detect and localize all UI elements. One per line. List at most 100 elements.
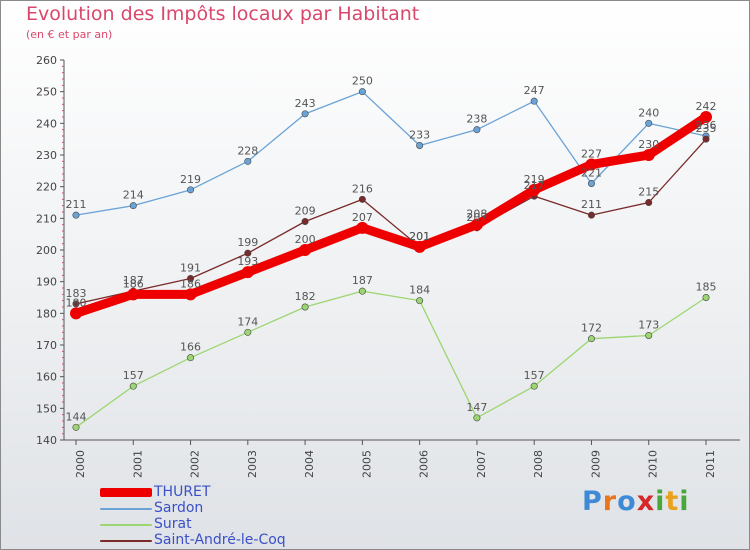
legend-label: THURET bbox=[154, 484, 211, 500]
data-label-saint-andr-le-coq: 209 bbox=[295, 205, 316, 218]
y-tick-label: 160 bbox=[36, 371, 57, 384]
y-tick-label: 140 bbox=[36, 434, 57, 447]
data-point-saint-andr-le-coq bbox=[358, 195, 366, 203]
logo-letter: t bbox=[665, 486, 680, 517]
data-point-surat bbox=[244, 328, 252, 336]
x-tick-label: 2009 bbox=[589, 450, 602, 478]
y-tick-label: 250 bbox=[36, 86, 57, 99]
data-label-surat: 187 bbox=[352, 274, 373, 287]
data-point-saint-andr-le-coq bbox=[244, 249, 252, 257]
data-point-saint-andr-le-coq bbox=[72, 300, 80, 308]
data-label-thuret: 227 bbox=[581, 148, 602, 161]
data-point-sardon bbox=[587, 180, 595, 188]
data-label-sardon: 240 bbox=[638, 106, 659, 119]
legend-swatch bbox=[100, 524, 152, 526]
logo-letter: x bbox=[636, 486, 656, 517]
data-point-surat bbox=[129, 382, 137, 390]
data-label-surat: 157 bbox=[524, 369, 545, 382]
logo-letter: o bbox=[617, 486, 637, 517]
legend-label: Sardon bbox=[154, 500, 204, 516]
data-label-sardon: 219 bbox=[180, 173, 201, 186]
data-point-sardon bbox=[301, 110, 309, 118]
logo-letter: r bbox=[602, 486, 618, 517]
data-point-saint-andr-le-coq bbox=[301, 218, 309, 226]
data-label-sardon: 233 bbox=[409, 129, 430, 142]
data-label-sardon: 243 bbox=[295, 97, 316, 110]
y-tick-label: 220 bbox=[36, 181, 57, 194]
data-label-thuret: 242 bbox=[696, 100, 717, 113]
y-tick-label: 200 bbox=[36, 244, 57, 257]
data-label-surat: 172 bbox=[581, 322, 602, 335]
data-point-surat bbox=[416, 297, 424, 305]
data-point-thuret bbox=[470, 218, 483, 231]
y-tick-label: 240 bbox=[36, 117, 57, 130]
data-label-thuret: 200 bbox=[295, 233, 316, 246]
data-point-sardon bbox=[244, 157, 252, 165]
data-label-sardon: 214 bbox=[123, 189, 144, 202]
data-label-sardon: 228 bbox=[237, 144, 258, 157]
legend-swatch bbox=[100, 540, 152, 542]
data-point-thuret bbox=[642, 149, 655, 161]
x-tick-label: 2007 bbox=[475, 450, 488, 478]
data-point-saint-andr-le-coq bbox=[587, 211, 595, 219]
data-label-saint-andr-le-coq: 191 bbox=[180, 262, 201, 275]
series-line-saint-andr-le-coq bbox=[75, 138, 707, 305]
data-label-surat: 173 bbox=[638, 319, 659, 332]
legend-swatch bbox=[100, 488, 152, 497]
x-tick-label: 2000 bbox=[74, 450, 87, 478]
data-label-surat: 185 bbox=[696, 281, 717, 294]
data-point-sardon bbox=[72, 211, 80, 219]
y-tick-label: 170 bbox=[36, 339, 57, 352]
data-label-surat: 166 bbox=[180, 341, 201, 354]
data-point-thuret bbox=[127, 288, 140, 301]
data-point-thuret bbox=[299, 244, 312, 256]
data-label-saint-andr-le-coq: 216 bbox=[352, 182, 373, 195]
data-point-surat bbox=[72, 423, 80, 431]
y-tick-label: 210 bbox=[36, 212, 57, 225]
x-tick-label: 2010 bbox=[647, 450, 660, 478]
data-label-thuret: 208 bbox=[466, 208, 487, 221]
y-tick-label: 190 bbox=[36, 276, 57, 289]
x-tick-label: 2001 bbox=[131, 450, 144, 478]
data-label-saint-andr-le-coq: 207 bbox=[466, 211, 487, 224]
data-label-thuret: 207 bbox=[352, 211, 373, 224]
data-point-sardon bbox=[530, 97, 538, 105]
x-tick-label: 2011 bbox=[704, 450, 717, 478]
data-point-saint-andr-le-coq bbox=[187, 274, 195, 282]
data-point-thuret bbox=[413, 240, 426, 253]
data-point-sardon bbox=[473, 126, 481, 134]
data-point-surat bbox=[702, 293, 710, 301]
data-label-saint-andr-le-coq: 235 bbox=[696, 122, 717, 135]
x-tick-label: 2006 bbox=[418, 450, 431, 478]
x-tick-label: 2004 bbox=[303, 450, 316, 478]
data-label-surat: 147 bbox=[466, 401, 487, 414]
data-label-saint-andr-le-coq: 217 bbox=[524, 179, 545, 192]
data-point-surat bbox=[301, 303, 309, 311]
series-thuret bbox=[70, 111, 712, 320]
data-point-sardon bbox=[187, 186, 195, 194]
data-point-surat bbox=[645, 331, 653, 339]
series-line-surat bbox=[75, 290, 707, 428]
data-label-sardon: 250 bbox=[352, 75, 373, 88]
data-point-surat bbox=[530, 382, 538, 390]
data-point-sardon bbox=[416, 142, 424, 150]
data-label-sardon: 211 bbox=[66, 198, 87, 211]
x-tick-label: 2002 bbox=[189, 450, 202, 478]
data-label-saint-andr-le-coq: 215 bbox=[638, 186, 659, 199]
data-label-saint-andr-le-coq: 187 bbox=[123, 274, 144, 287]
data-label-surat: 174 bbox=[237, 315, 258, 328]
y-tick-label: 230 bbox=[36, 149, 57, 162]
x-tick-label: 2005 bbox=[360, 450, 373, 478]
data-point-thuret bbox=[184, 288, 197, 301]
legend-label: Saint-André-le-Coq bbox=[154, 532, 286, 548]
x-tick-label: 2003 bbox=[246, 450, 259, 478]
data-label-thuret: 186 bbox=[123, 277, 144, 290]
data-point-sardon bbox=[645, 119, 653, 127]
data-label-sardon: 238 bbox=[466, 113, 487, 126]
x-tick-label: 2008 bbox=[532, 450, 545, 478]
data-point-sardon bbox=[129, 202, 137, 210]
data-label-surat: 182 bbox=[295, 290, 316, 303]
series-sardon bbox=[72, 88, 710, 219]
data-label-thuret: 219 bbox=[524, 173, 545, 186]
